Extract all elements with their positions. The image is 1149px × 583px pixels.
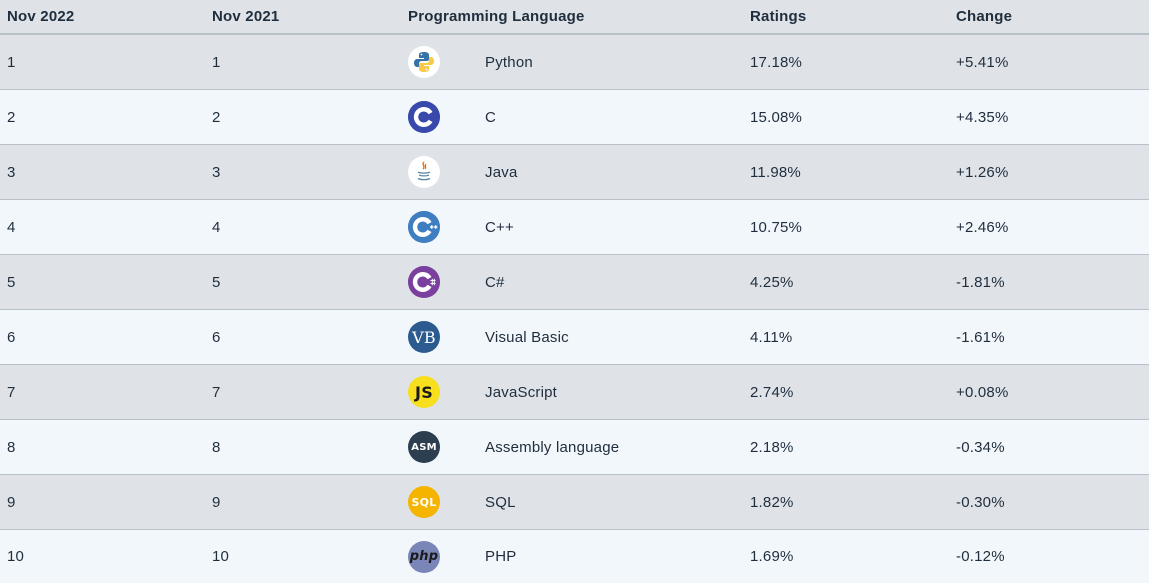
language-name: Visual Basic [485,328,569,346]
rank-current: 9 [7,493,16,511]
visual-basic-icon: VB [408,321,440,353]
rating-value: 11.98% [750,163,801,181]
rank-current: 7 [7,383,16,401]
header-current-month: Nov 2022 [7,8,75,25]
language-name: C [485,108,497,126]
assembly-icon: ASM [408,431,440,463]
rank-current: 1 [7,53,16,71]
rank-current: 6 [7,328,16,346]
rank-previous: 5 [212,273,221,291]
rating-value: 17.18% [750,53,803,71]
header-change: Change [956,8,1013,25]
rank-previous: 9 [212,493,221,511]
java-icon [408,156,440,188]
table-row: 1 1 Python 17.18% +5.41% [0,35,1149,90]
rank-current: 4 [7,218,16,236]
table-row: 9 9 SQL SQL 1.82% -0.30% [0,475,1149,530]
table-row: 4 4 C++ 10.75% +2.46% [0,200,1149,255]
c-icon [408,101,440,133]
table-row: 3 3 Java 11.98% +1.26% [0,145,1149,200]
change-value: -1.81% [956,273,1005,291]
rank-previous: 8 [212,438,221,456]
table-row: 2 2 C 15.08% +4.35% [0,90,1149,145]
change-value: -1.61% [956,328,1005,346]
language-name: C# [485,273,505,291]
table-row: 7 7 JS JavaScript 2.74% +0.08% [0,365,1149,420]
rating-value: 15.08% [750,108,803,126]
sql-icon: SQL [408,486,440,518]
change-value: -0.34% [956,438,1005,456]
change-value: +2.46% [956,218,1009,236]
rating-value: 10.75% [750,218,803,236]
rank-previous: 2 [212,108,221,126]
language-name: PHP [485,548,517,565]
change-value: -0.12% [956,548,1005,565]
rating-value: 2.18% [750,438,794,456]
rank-previous: 6 [212,328,221,346]
csharp-icon [408,266,440,298]
header-previous-month: Nov 2021 [212,8,280,25]
table-row: 8 8 ASM Assembly language 2.18% -0.34% [0,420,1149,475]
language-name: JavaScript [485,383,558,401]
table-row: 6 6 VB Visual Basic 4.11% -1.61% [0,310,1149,365]
language-name: SQL [485,493,516,511]
rating-value: 4.11% [750,328,793,346]
rank-current: 10 [7,548,25,565]
python-icon [408,46,440,78]
rank-previous: 4 [212,218,221,236]
header-ratings: Ratings [750,8,807,25]
rating-value: 1.69% [750,548,794,565]
table-row: 5 5 C# 4.25% -1.81% [0,255,1149,310]
table-row: 10 10 php PHP 1.69% -0.12% [0,530,1149,583]
rating-value: 4.25% [750,273,794,291]
rank-previous: 10 [212,548,230,565]
language-name: Java [485,163,518,181]
rank-current: 2 [7,108,16,126]
rating-value: 1.82% [750,493,794,511]
rank-current: 3 [7,163,16,181]
language-name: Assembly language [485,438,620,456]
rank-previous: 7 [212,383,221,401]
php-icon: php [408,540,440,573]
change-value: +5.41% [956,53,1009,71]
header-language: Programming Language [408,8,585,25]
cpp-icon [408,211,440,243]
rank-current: 5 [7,273,16,291]
change-value: +0.08% [956,383,1009,401]
change-value: +1.26% [956,163,1009,181]
rank-current: 8 [7,438,16,456]
change-value: -0.30% [956,493,1005,511]
rating-value: 2.74% [750,383,794,401]
rank-previous: 3 [212,163,221,181]
change-value: +4.35% [956,108,1009,126]
language-name: Python [485,53,533,71]
language-name: C++ [485,218,514,236]
table-header: Nov 2022 Nov 2021 Programming Language R… [0,0,1149,35]
rank-previous: 1 [212,53,221,71]
javascript-icon: JS [408,376,440,408]
